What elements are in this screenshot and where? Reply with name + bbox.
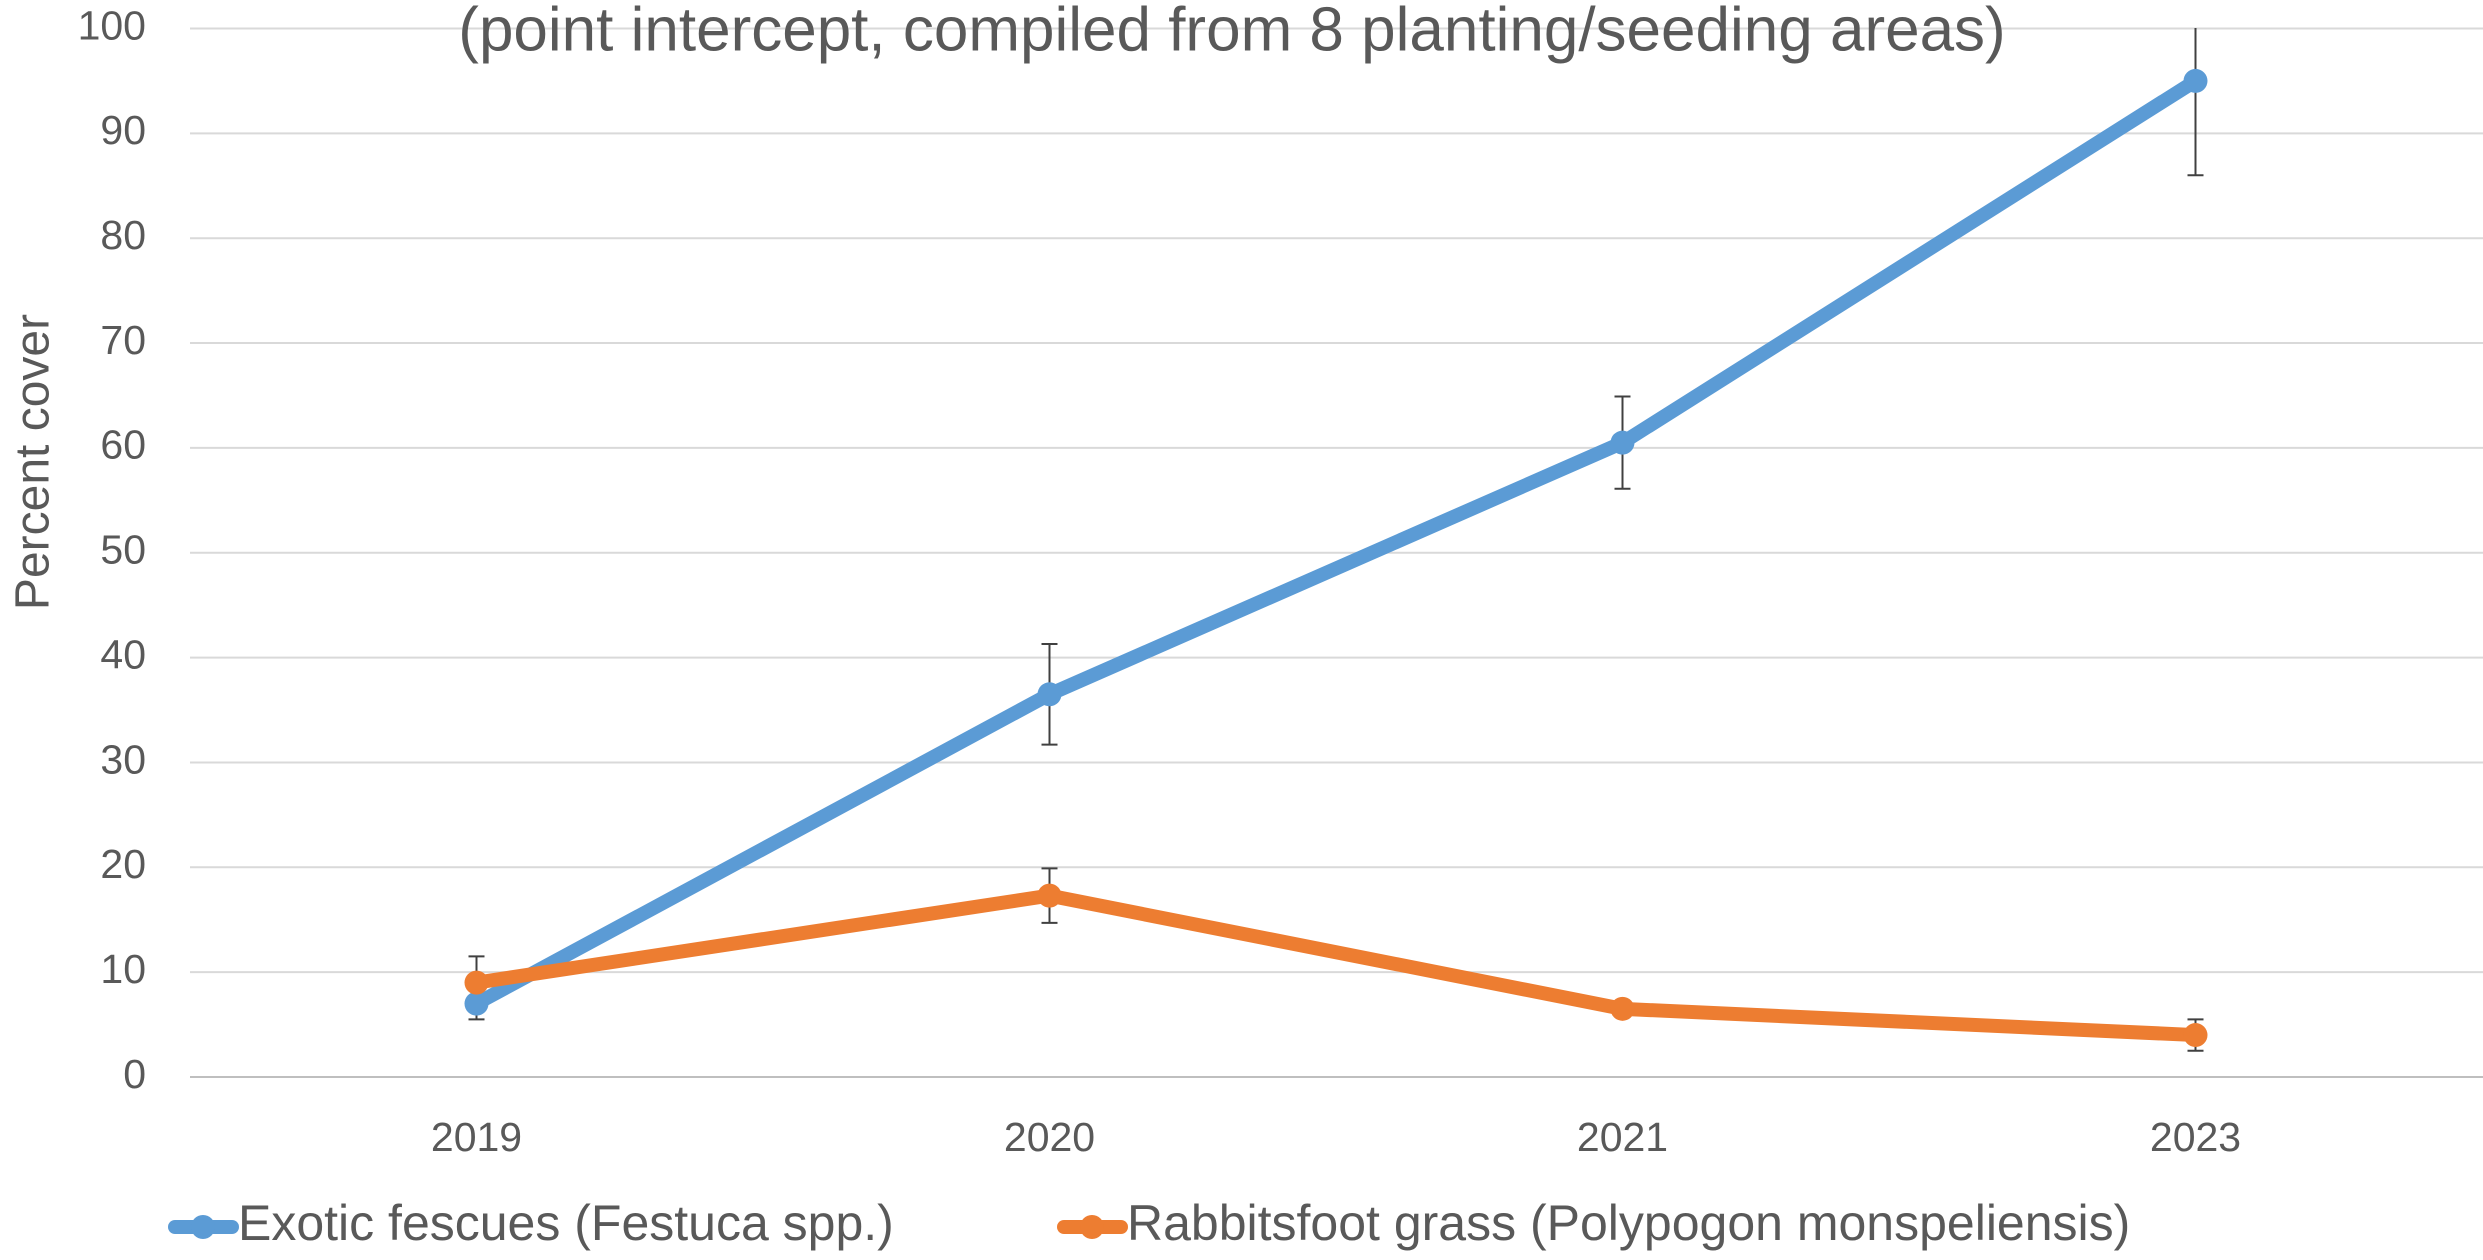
x-tick-label: 2020 <box>1004 1114 1095 1160</box>
grid <box>190 27 2483 1078</box>
y-tick-label: 0 <box>123 1051 146 1097</box>
data-point <box>1037 883 1062 908</box>
y-tick-label: 30 <box>100 736 146 782</box>
data-point <box>464 991 489 1016</box>
y-tick-label: 90 <box>100 107 146 153</box>
x-tick-label: 2023 <box>2150 1114 2241 1160</box>
data-point <box>1037 682 1062 707</box>
series-line <box>469 888 2203 1043</box>
y-tick-label: 60 <box>100 422 146 468</box>
series-line <box>469 73 2203 1011</box>
data-point <box>464 970 489 995</box>
chart-subtitle: (point intercept, compiled from 8 planti… <box>458 0 2005 64</box>
data-point <box>1610 430 1635 455</box>
x-tick-label: 2019 <box>431 1114 522 1160</box>
y-tick-label: 80 <box>100 212 146 258</box>
y-axis-title: Percent cover <box>7 314 60 610</box>
x-tick-label: 2021 <box>1577 1114 1668 1160</box>
y-tick-label: 50 <box>100 527 146 573</box>
y-tick-label: 100 <box>78 2 146 48</box>
legend-marker <box>191 1215 215 1239</box>
legend-marker <box>1080 1215 1104 1239</box>
y-tick-label: 10 <box>100 946 146 992</box>
y-tick-label: 40 <box>100 631 146 677</box>
data-point <box>2183 68 2208 93</box>
y-tick-label: 20 <box>100 841 146 887</box>
y-tick-label: 70 <box>100 317 146 363</box>
series <box>464 28 2208 1052</box>
legend-label: Exotic fescues (Festuca spp.) <box>238 1195 894 1251</box>
data-point <box>2183 1023 2208 1048</box>
data-point <box>1610 996 1635 1021</box>
legend-label: Rabbitsfoot grass (Polypogon monspeliens… <box>1127 1195 2130 1251</box>
